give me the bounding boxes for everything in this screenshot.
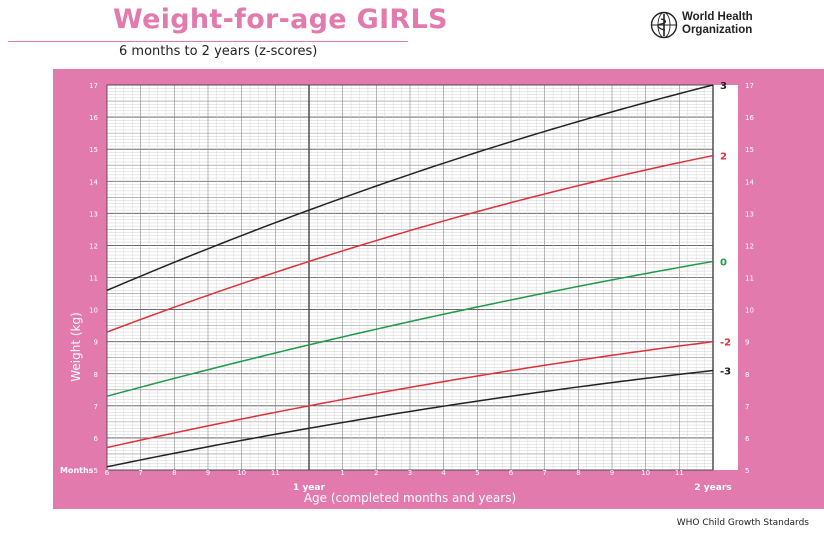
chart-subtitle: 6 months to 2 years (z-scores) xyxy=(119,44,318,59)
x-tick-label: 9 xyxy=(610,469,614,477)
y-tick-label-right: 7 xyxy=(745,403,749,411)
y-tick-label-right: 15 xyxy=(745,146,754,154)
y-axis-label: Weight (kg) xyxy=(69,312,83,382)
x-tick-label: 6 xyxy=(105,469,110,477)
chart-title: Weight-for-age GIRLS xyxy=(113,4,448,35)
grid xyxy=(106,84,714,471)
y-tick-label-right: 8 xyxy=(745,371,749,379)
y-tick-label-left: 7 xyxy=(94,403,98,411)
who-logo-text: World Health Organization xyxy=(682,11,753,36)
x-tick-label: 5 xyxy=(475,469,479,477)
x-tick-label: 3 xyxy=(408,469,412,477)
y-tick-label-right: 10 xyxy=(745,307,754,315)
x-tick-label: 7 xyxy=(138,469,142,477)
x-tick-label: 8 xyxy=(576,469,580,477)
y-tick-label-right: 13 xyxy=(745,210,754,218)
z-label--2: -2 xyxy=(720,338,731,349)
y-tick-label-right: 11 xyxy=(745,275,754,283)
x-tick-label: 11 xyxy=(675,469,684,477)
y-tick-label-right: 12 xyxy=(745,242,754,250)
x-tick-label: 7 xyxy=(542,469,546,477)
y-tick-label-left: 5 xyxy=(94,467,98,475)
plot-border xyxy=(106,84,714,471)
z-score-labels: 3 2 0 -2 -3 xyxy=(720,81,731,378)
months-label: Months xyxy=(60,466,94,475)
z-curve-2 xyxy=(106,154,714,333)
y-tick-label-left: 13 xyxy=(89,210,98,218)
y-tick-label-right: 17 xyxy=(745,82,754,90)
org-name-line1: World Health xyxy=(682,11,753,23)
org-name-line2: Organization xyxy=(682,23,753,36)
z-curve-0 xyxy=(106,260,714,397)
y-tick-label-right: 9 xyxy=(745,339,749,347)
title-underline xyxy=(8,41,408,42)
z-curve--2 xyxy=(106,340,714,449)
x-axis-label: Age (completed months and years) xyxy=(304,491,516,505)
x-tick-label: 11 xyxy=(271,469,280,477)
z-score-curves xyxy=(106,84,714,468)
x-tick-label: 10 xyxy=(641,469,650,477)
x-tick-label: 10 xyxy=(237,469,246,477)
y-tick-label-right: 5 xyxy=(745,467,749,475)
y-tick-label-right: 6 xyxy=(745,435,750,443)
y-tick-label-left: 9 xyxy=(94,339,98,347)
x-tick-label: 9 xyxy=(206,469,210,477)
x-tick-label: 2 years xyxy=(694,483,731,493)
z-label-0: 0 xyxy=(720,257,727,268)
x-tick-label: 2 xyxy=(374,469,378,477)
y-tick-label-left: 16 xyxy=(89,114,98,122)
y-tick-label-left: 8 xyxy=(94,371,98,379)
who-emblem-icon xyxy=(650,11,678,39)
x-tick-label: 6 xyxy=(509,469,514,477)
x-tick-labels: 6 7 8 9 10 11 1 year 1 2 3 4 5 6 7 8 9 10 11 2 years xyxy=(105,469,732,493)
x-tick-label: 1 xyxy=(340,469,344,477)
x-tick-label: 4 xyxy=(441,469,446,477)
z-label-2: 2 xyxy=(720,152,727,163)
y-tick-label-left: 11 xyxy=(89,275,98,283)
x-tick-label: 1 year xyxy=(293,483,325,493)
y-tick-label-left: 12 xyxy=(89,242,98,250)
y-tick-label-left: 17 xyxy=(89,82,98,90)
y-tick-label-right: 14 xyxy=(745,178,754,186)
y-tick-label-left: 10 xyxy=(89,307,98,315)
z-curve--3 xyxy=(106,369,714,468)
x-tick-label: 8 xyxy=(172,469,176,477)
who-logo: World Health Organization xyxy=(650,11,820,41)
y-tick-label-left: 14 xyxy=(89,178,98,186)
y-tick-label-left: 6 xyxy=(94,435,99,443)
y-tick-label-right: 16 xyxy=(745,114,754,122)
z-label--3: -3 xyxy=(720,367,731,378)
z-label-3: 3 xyxy=(720,81,727,92)
z-curve-3 xyxy=(106,84,714,292)
y-tick-label-left: 15 xyxy=(89,146,98,154)
source-note: WHO Child Growth Standards xyxy=(676,518,809,528)
